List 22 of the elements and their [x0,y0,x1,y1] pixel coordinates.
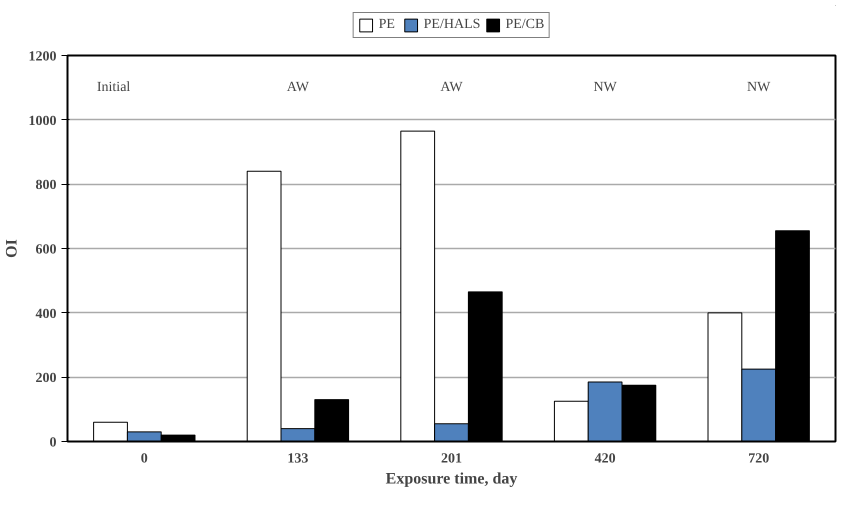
y-tick-label: 200 [36,371,56,386]
annotation: Initial [96,80,130,95]
y-axis-title: OI [4,239,20,258]
y-tick-label: 1000 [28,114,56,129]
x-axis-title: Exposure time, day [386,470,518,488]
annotation: NW [593,80,618,95]
x-tick-label: 133 [287,452,308,466]
y-tick-label: 400 [36,306,56,322]
y-tick-label: 600 [36,242,56,258]
y-tick-label: 800 [36,178,56,194]
annotation: AW [440,80,464,95]
x-tick-label: 420 [594,452,616,466]
annotation: NW [747,80,772,95]
legend-label: PE [378,17,396,33]
annotation: AW [286,80,310,95]
y-tick-label: 0 [50,436,56,450]
legend-label: PE/CB [505,17,544,33]
x-tick-label: 0 [140,452,148,466]
y-tick-label: 1200 [28,50,56,64]
legend-label: PE/HALS [424,17,480,33]
x-tick-label: 720 [748,452,770,466]
x-tick-label: 201 [441,452,462,466]
